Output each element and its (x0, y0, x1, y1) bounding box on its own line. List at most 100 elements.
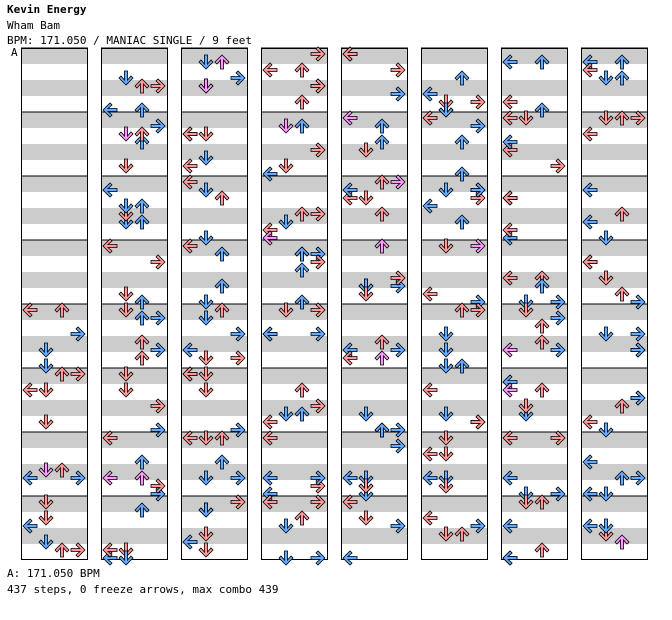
step-arrow-up (214, 278, 230, 294)
step-arrow-right (310, 302, 326, 318)
step-arrow-left (582, 486, 598, 502)
step-arrow-down (438, 358, 454, 374)
step-arrow-down (118, 198, 134, 214)
step-arrow-up (454, 358, 470, 374)
step-arrow-down (438, 430, 454, 446)
step-arrow-up (134, 294, 150, 310)
step-arrow-down (198, 150, 214, 166)
step-arrow-left (22, 470, 38, 486)
step-arrow-right (550, 342, 566, 358)
step-arrow-up (534, 102, 550, 118)
step-arrow-right (550, 310, 566, 326)
step-arrow-down (278, 118, 294, 134)
step-arrow-down (118, 286, 134, 302)
step-arrow-up (614, 534, 630, 550)
step-arrow-right (390, 342, 406, 358)
bpm-marker: A (11, 46, 18, 59)
step-arrow-down (598, 422, 614, 438)
step-arrow-left (502, 142, 518, 158)
step-arrow-right (150, 118, 166, 134)
step-arrow-right (310, 494, 326, 510)
step-arrow-up (534, 334, 550, 350)
step-arrow-left (102, 430, 118, 446)
step-arrow-up (134, 350, 150, 366)
step-arrow-up (134, 470, 150, 486)
step-arrow-left (182, 126, 198, 142)
step-arrow-right (230, 470, 246, 486)
step-arrow-up (374, 134, 390, 150)
step-arrow-down (38, 494, 54, 510)
step-arrow-up (374, 350, 390, 366)
step-arrow-left (22, 518, 38, 534)
step-arrow-right (390, 278, 406, 294)
step-arrow-left (262, 62, 278, 78)
step-arrow-up (374, 422, 390, 438)
step-arrow-down (438, 182, 454, 198)
step-arrow-left (422, 446, 438, 462)
step-arrow-up (54, 542, 70, 558)
step-arrow-left (422, 382, 438, 398)
step-arrow-down (38, 462, 54, 478)
step-arrow-up (534, 494, 550, 510)
step-arrow-left (422, 86, 438, 102)
step-arrow-up (614, 206, 630, 222)
step-arrow-up (614, 54, 630, 70)
step-arrow-up (134, 78, 150, 94)
step-arrow-left (582, 54, 598, 70)
step-arrow-right (390, 422, 406, 438)
step-arrow-left (502, 374, 518, 390)
step-arrow-up (214, 430, 230, 446)
step-arrow-down (438, 406, 454, 422)
step-arrow-right (470, 118, 486, 134)
step-arrow-up (374, 118, 390, 134)
step-arrow-down (198, 78, 214, 94)
step-arrow-down (438, 94, 454, 110)
step-arrow-left (262, 470, 278, 486)
step-arrow-left (182, 534, 198, 550)
step-arrow-down (118, 70, 134, 86)
step-arrow-left (102, 542, 118, 558)
step-arrow-left (502, 518, 518, 534)
step-arrow-down (198, 350, 214, 366)
step-arrow-up (534, 542, 550, 558)
step-arrow-down (598, 486, 614, 502)
step-arrow-up (454, 214, 470, 230)
step-arrow-up (454, 134, 470, 150)
step-arrow-right (470, 190, 486, 206)
step-arrow-down (358, 406, 374, 422)
step-arrow-up (294, 246, 310, 262)
step-arrow-left (582, 518, 598, 534)
step-arrow-right (470, 94, 486, 110)
step-arrow-down (118, 302, 134, 318)
step-arrow-up (614, 110, 630, 126)
chart-column (421, 47, 488, 560)
step-arrow-right (630, 342, 646, 358)
step-arrow-left (182, 238, 198, 254)
step-arrow-left (582, 454, 598, 470)
step-arrow-up (134, 502, 150, 518)
step-arrow-right (310, 550, 326, 566)
step-arrow-up (374, 174, 390, 190)
step-arrow-left (502, 190, 518, 206)
step-arrow-down (38, 510, 54, 526)
step-arrow-up (294, 382, 310, 398)
step-arrow-down (118, 158, 134, 174)
step-arrow-right (230, 422, 246, 438)
step-arrow-down (518, 110, 534, 126)
step-arrow-right (390, 174, 406, 190)
step-arrow-down (278, 550, 294, 566)
step-arrow-right (150, 78, 166, 94)
step-arrow-up (534, 382, 550, 398)
step-arrow-left (502, 134, 518, 150)
step-arrow-up (214, 54, 230, 70)
step-arrow-right (630, 110, 646, 126)
step-arrow-up (534, 318, 550, 334)
step-arrow-left (102, 470, 118, 486)
step-arrow-down (198, 542, 214, 558)
step-arrow-down (598, 110, 614, 126)
step-arrow-right (230, 494, 246, 510)
step-arrow-right (310, 142, 326, 158)
step-arrow-left (502, 342, 518, 358)
step-arrow-left (502, 430, 518, 446)
